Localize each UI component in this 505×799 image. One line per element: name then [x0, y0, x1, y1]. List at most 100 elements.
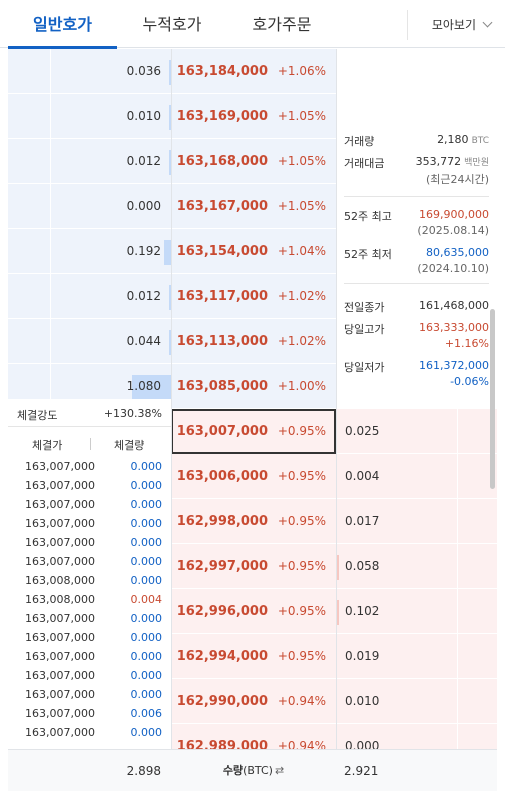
- day-low-label: 당일저가: [344, 361, 385, 374]
- current-price-cell[interactable]: 163,007,000 +0.95%: [171, 409, 336, 454]
- ask-quantity: 0.036: [126, 64, 161, 78]
- ask-change-percent: +1.05%: [277, 109, 326, 123]
- ask-quantity-cell: 0.192: [8, 229, 171, 274]
- trade-price: 163,007,000: [25, 479, 95, 492]
- view-mode-button[interactable]: 모아보기: [407, 10, 493, 40]
- ask-price: 163,184,000: [176, 64, 268, 79]
- bid-price-cell[interactable]: 162,997,000 +0.95%: [171, 544, 336, 589]
- trade-volume: 0.000: [130, 574, 163, 587]
- bid-quantity: 0.058: [345, 559, 380, 573]
- ask-quantity: 0.044: [126, 334, 161, 348]
- trade-amount-period: (최근24시간): [425, 173, 489, 186]
- ask-row: 0.012 163,168,000 +1.05%: [8, 139, 497, 184]
- trade-volume: 0.000: [130, 650, 163, 663]
- bid-quantity-cell: 0.004: [336, 454, 497, 499]
- bid-quantity-cell: 0.019: [336, 634, 497, 679]
- trade-price: 163,007,000: [25, 460, 95, 473]
- bid-quantity: 0.017: [345, 514, 380, 528]
- ask-price-cell[interactable]: 163,169,000 +1.05%: [171, 94, 336, 139]
- bid-quantity-cell: 0.010: [336, 679, 497, 724]
- trade-row: 163,007,000 0.000: [8, 495, 171, 514]
- bid-price: 162,990,000: [176, 694, 268, 709]
- ask-total-quantity: 2.898: [126, 764, 161, 778]
- bid-row: 162,994,000 +0.95% 0.019: [8, 634, 497, 679]
- trade-amount-row: 거래대금 353,772 백만원 (최근24시간): [344, 155, 489, 186]
- trade-row: 163,008,000 0.000: [8, 571, 171, 590]
- ask-depth-bar: [169, 150, 171, 175]
- day-high-value: 163,333,000: [419, 321, 489, 334]
- trade-volume: 0.000: [130, 612, 163, 625]
- trade-price: 163,008,000: [25, 593, 95, 606]
- bid-change-percent: +0.95%: [277, 469, 326, 483]
- ask-depth-bar: [169, 60, 171, 85]
- trade-row: 163,007,000 0.000: [8, 514, 171, 533]
- bid-change-percent: +0.95%: [277, 424, 326, 438]
- orderbook-scrollbar[interactable]: [490, 309, 495, 489]
- ask-change-percent: +1.02%: [277, 289, 326, 303]
- quantity-unit-toggle[interactable]: 수량(BTC) ⇄: [171, 750, 336, 791]
- bid-quantity-cell: 0.025: [336, 409, 497, 454]
- chevron-down-icon: [482, 17, 493, 28]
- trade-strength-label: 체결강도: [17, 409, 58, 422]
- bid-change-percent: +0.95%: [277, 514, 326, 528]
- bid-price: 163,007,000: [176, 424, 268, 439]
- bid-price: 163,006,000: [176, 469, 268, 484]
- ask-row: 0.192 163,154,000 +1.04%: [8, 229, 497, 274]
- bid-price: 162,998,000: [176, 514, 268, 529]
- ask-price-cell[interactable]: 163,113,000 +1.02%: [171, 319, 336, 364]
- bid-quantity-cell: 0.102: [336, 589, 497, 634]
- tab-order-orderbook[interactable]: 호가주문: [252, 15, 312, 34]
- ask-quantity: 1.080: [126, 379, 161, 393]
- bid-quantity-cell: 0.017: [336, 499, 497, 544]
- ask-price-cell[interactable]: 163,167,000 +1.05%: [171, 184, 336, 229]
- tab-general-orderbook[interactable]: 일반호가: [8, 0, 117, 49]
- ask-depth-bar: [169, 285, 171, 310]
- bid-price-cell[interactable]: 162,990,000 +0.94%: [171, 679, 336, 724]
- trade-price: 163,007,000: [25, 498, 95, 511]
- prev-close-label: 전일종가: [344, 301, 385, 314]
- bid-price-cell[interactable]: 162,994,000 +0.95%: [171, 634, 336, 679]
- volume-unit: BTC: [471, 136, 489, 146]
- bid-depth-bar: [336, 555, 339, 580]
- week52-high-date: (2025.08.14): [417, 224, 489, 237]
- trade-strength-row: 체결강도 +130.38%: [8, 399, 171, 427]
- day-low-row: 당일저가 161,372,000 -0.06%: [344, 359, 489, 389]
- bid-quantity: 0.025: [345, 424, 380, 438]
- trade-price: 163,007,000: [25, 669, 95, 682]
- volume-value: 2,180: [437, 133, 469, 146]
- bid-price-cell[interactable]: 163,006,000 +0.95%: [171, 454, 336, 499]
- ask-price-cell[interactable]: 163,168,000 +1.05%: [171, 139, 336, 184]
- trade-table-header: 체결가 체결량: [8, 428, 171, 456]
- trade-row: 163,007,000 0.000: [8, 666, 171, 685]
- bid-price-cell[interactable]: 162,998,000 +0.95%: [171, 499, 336, 544]
- bid-depth-bar: [336, 600, 340, 625]
- ask-price: 163,113,000: [176, 334, 268, 349]
- bid-price-cell[interactable]: 162,996,000 +0.95%: [171, 589, 336, 634]
- ask-row: 0.036 163,184,000 +1.06%: [8, 49, 497, 94]
- ask-depth-bar: [169, 105, 171, 130]
- ask-price-cell[interactable]: 163,184,000 +1.06%: [171, 49, 336, 94]
- trade-row: 163,007,000 0.000: [8, 723, 171, 742]
- ask-change-percent: +1.06%: [277, 64, 326, 78]
- trade-row: 163,007,000 0.000: [8, 647, 171, 666]
- tab-cumulative-orderbook[interactable]: 누적호가: [142, 15, 202, 34]
- ask-change-percent: +1.00%: [277, 379, 326, 393]
- prev-close-value: 161,468,000: [419, 299, 489, 312]
- ask-change-percent: +1.05%: [277, 154, 326, 168]
- ask-price-cell[interactable]: 163,154,000 +1.04%: [171, 229, 336, 274]
- bid-row: 163,007,000 +0.95% 0.025: [8, 409, 497, 454]
- bid-quantity: 0.004: [345, 469, 380, 483]
- bid-row: 163,006,000 +0.95% 0.004: [8, 454, 497, 499]
- bid-change-percent: +0.95%: [277, 604, 326, 618]
- trade-row: 163,007,000 0.000: [8, 457, 171, 476]
- ask-row: 0.010 163,169,000 +1.05%: [8, 94, 497, 139]
- bid-quantity: 0.010: [345, 694, 380, 708]
- ask-depth-bar: [169, 330, 171, 355]
- trade-volume: 0.000: [130, 517, 163, 530]
- ask-price-cell[interactable]: 163,085,000 +1.00%: [171, 364, 336, 409]
- ask-price-cell[interactable]: 163,117,000 +1.02%: [171, 274, 336, 319]
- ask-quantity: 0.012: [126, 289, 161, 303]
- week52-low-row: 52주 최저 80,635,000 (2024.10.10): [344, 246, 489, 276]
- trade-row: 163,007,000 0.000: [8, 533, 171, 552]
- trade-row: 163,007,000 0.000: [8, 685, 171, 704]
